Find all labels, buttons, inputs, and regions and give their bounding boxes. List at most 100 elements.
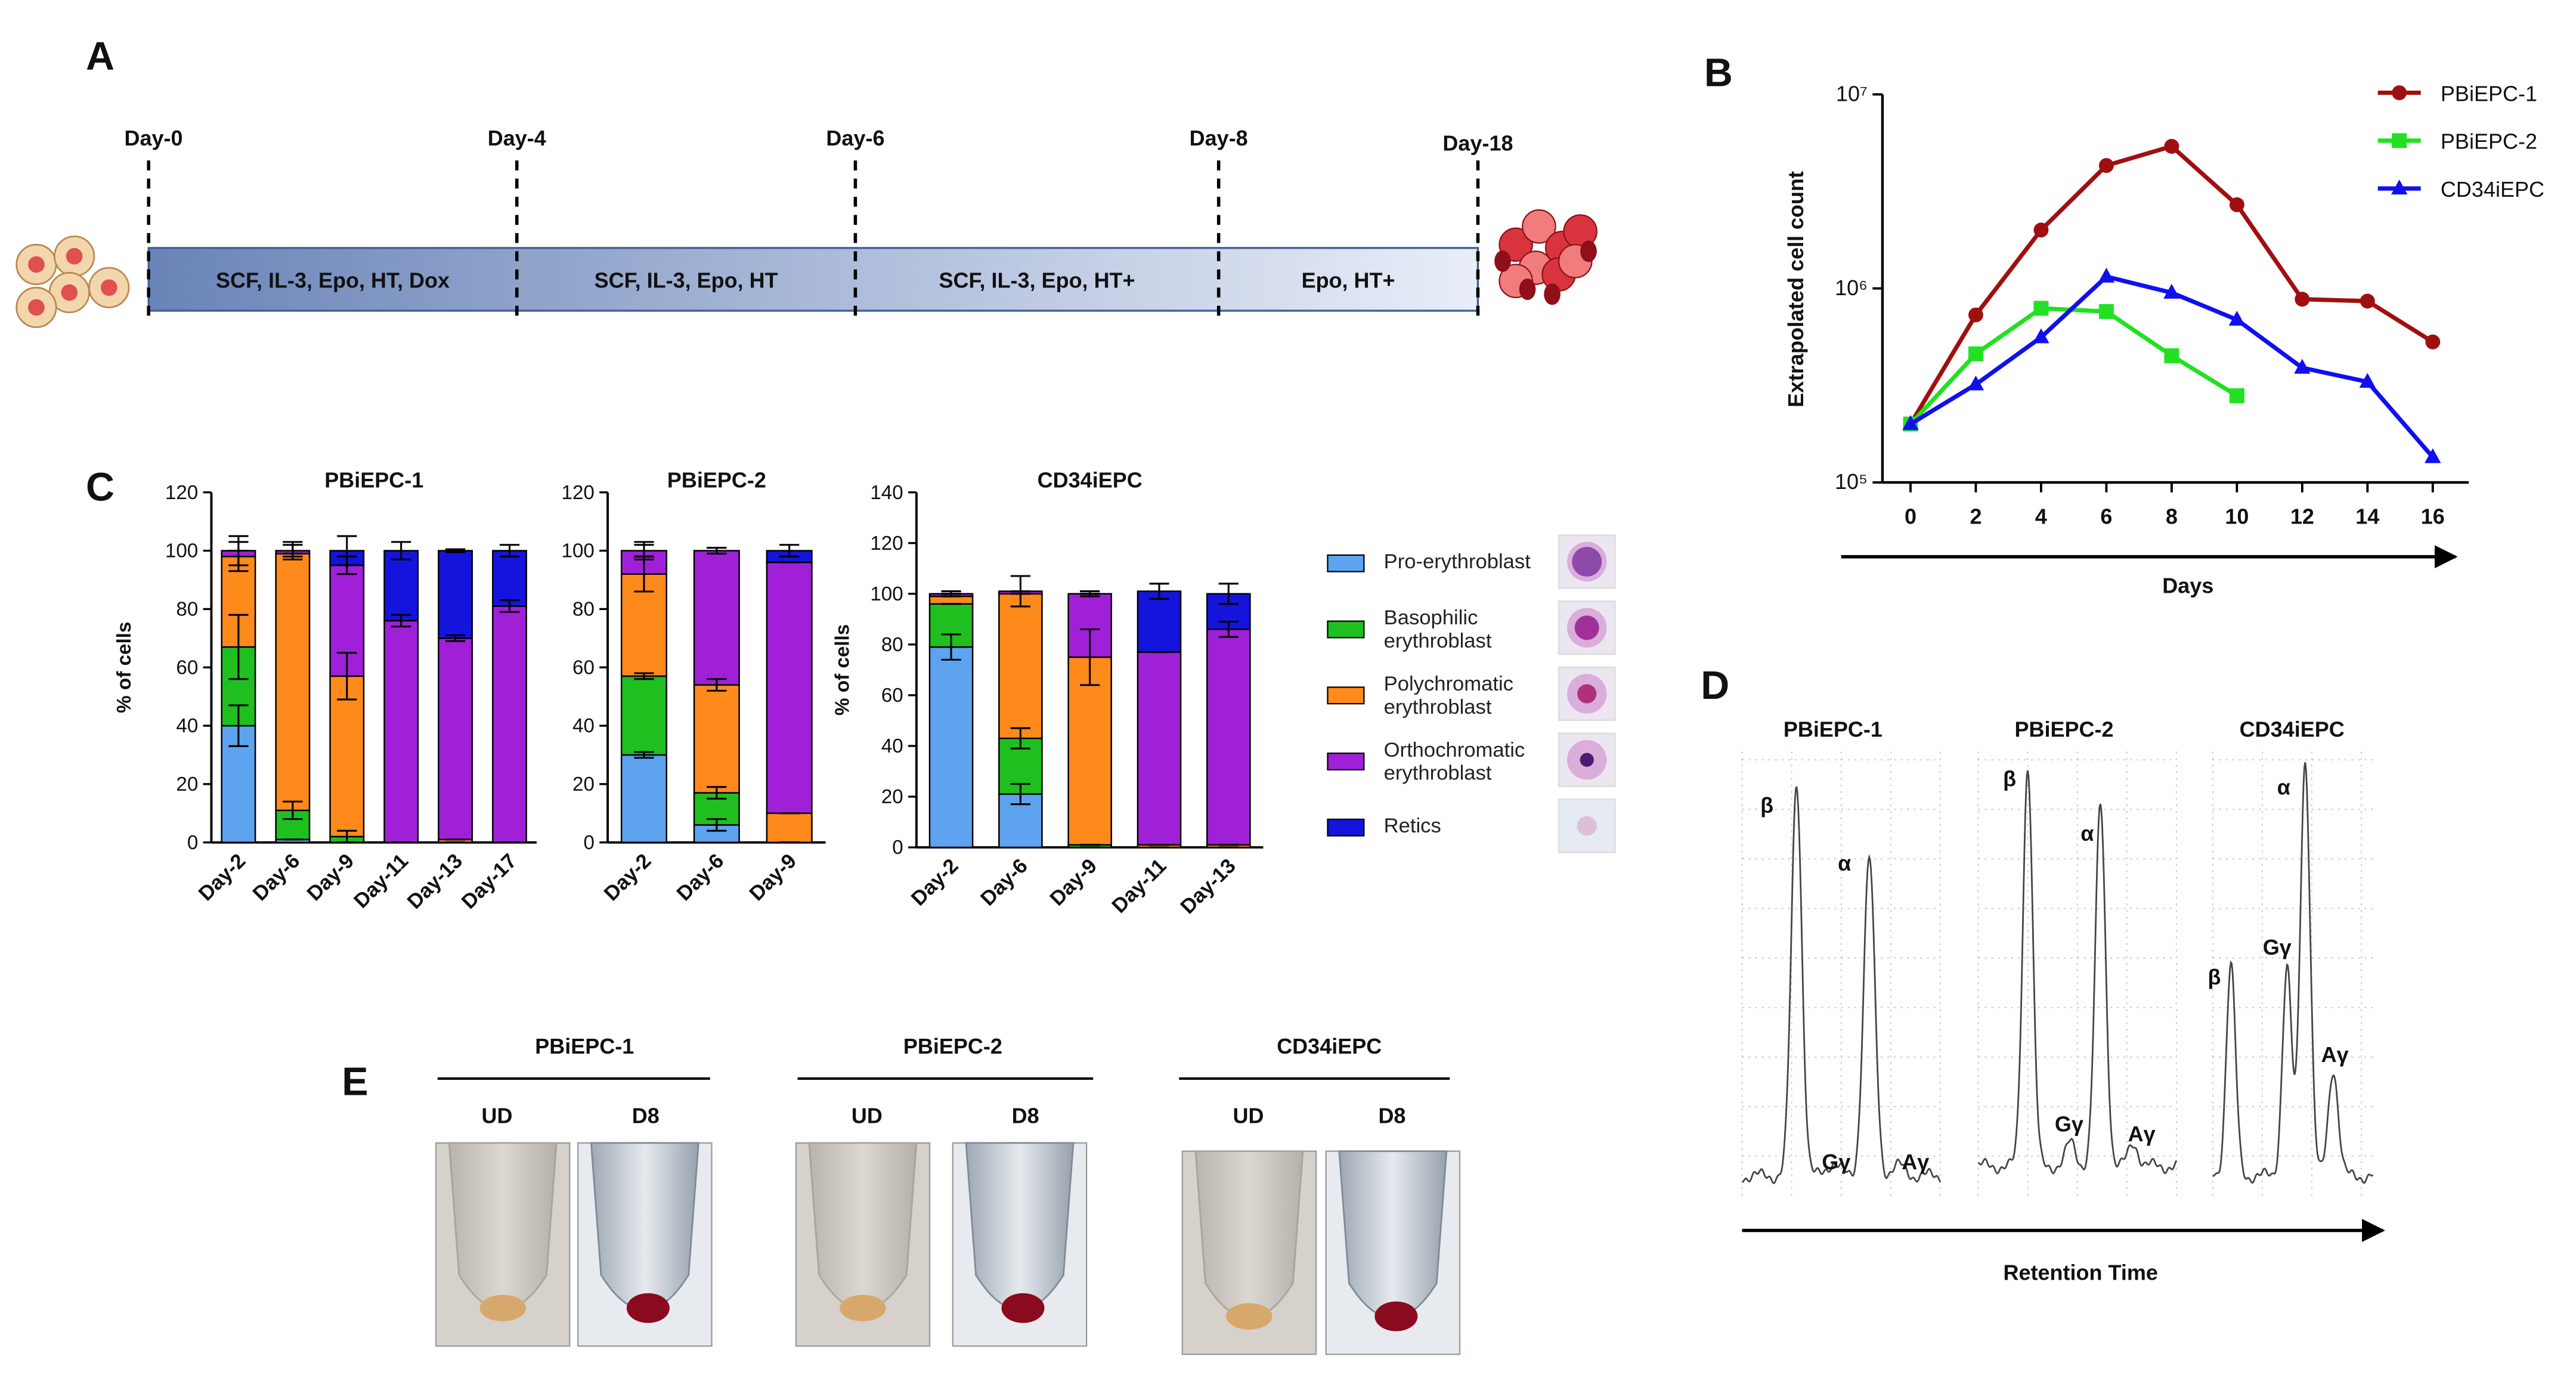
panel-label: A <box>86 35 114 79</box>
chromatogram-title: PBiEPC-1 <box>1784 717 1883 742</box>
y-axis-label: Extrapolated cell count <box>1784 171 1808 407</box>
point <box>1968 307 1983 323</box>
x-tick-label: Day-6 <box>976 854 1032 911</box>
x-tick-label: Day-9 <box>1046 854 1102 911</box>
error-bar <box>941 633 961 661</box>
day-label: Day-6 <box>826 126 884 150</box>
phase-label: SCF, IL-3, Epo, HT, Dox <box>216 268 450 292</box>
point <box>2229 197 2244 212</box>
x-axis-label: Days <box>2162 574 2213 598</box>
point <box>2294 358 2311 374</box>
y-tick-label: 0 <box>187 832 198 854</box>
point <box>2425 334 2441 349</box>
tube-label: D8 <box>632 1104 660 1128</box>
panel-label: B <box>1704 51 1733 95</box>
legend-label: Basophilic erythroblast <box>1383 606 1492 653</box>
rbc-icon <box>1580 240 1597 262</box>
y-tick-label: 10⁵ <box>1835 469 1868 494</box>
tube-body <box>1338 1150 1448 1319</box>
cell-image-nucleus <box>1580 753 1594 767</box>
pellet <box>1226 1303 1272 1330</box>
cell-nucleus <box>61 284 78 301</box>
y-tick-label: 120 <box>165 482 198 504</box>
phase-label: SCF, IL-3, Epo, HT <box>595 268 778 292</box>
y-tick-label: 40 <box>176 715 198 737</box>
x-tick-label: Day-17 <box>457 850 521 914</box>
bar-segment <box>492 605 527 844</box>
phase-label: Epo, HT+ <box>1302 268 1395 292</box>
cell-nucleus <box>100 279 117 296</box>
y-tick-label: 100 <box>870 583 903 605</box>
legend-swatch <box>1327 753 1365 771</box>
error-bar <box>634 672 654 680</box>
bar-segment <box>693 550 740 686</box>
bar-segment <box>438 637 473 841</box>
point <box>2033 222 2049 238</box>
pellet <box>626 1293 670 1323</box>
y-tick-label: 0 <box>583 832 594 854</box>
x-tick-label: 4 <box>2035 504 2047 528</box>
x-tick-label: 8 <box>2166 504 2178 528</box>
bar-segment <box>998 593 1043 739</box>
y-tick-label: 40 <box>572 715 595 737</box>
panel-label: D <box>1701 664 1729 708</box>
tube-label: D8 <box>1012 1104 1039 1128</box>
error-bar <box>499 599 520 613</box>
day-label: Day-4 <box>488 126 546 150</box>
tube-body <box>808 1142 918 1311</box>
tube-body <box>1194 1150 1304 1319</box>
legend-text-box: Orthochromatic erythroblast <box>1383 738 1525 785</box>
legend-swatch <box>1327 818 1365 837</box>
panel-label: C <box>86 466 114 510</box>
legend-marker <box>2392 133 2407 148</box>
point <box>2229 388 2244 404</box>
y-tick-label: 100 <box>165 540 198 562</box>
error-bar <box>391 541 411 561</box>
legend-text-box: Polychromatic erythroblast <box>1384 673 1513 719</box>
legend-marker <box>2391 179 2408 195</box>
error-bar <box>707 786 727 800</box>
cell-nucleus <box>28 256 45 273</box>
bar-segment <box>383 550 419 622</box>
point <box>2033 328 2049 343</box>
peak-label: α <box>2080 821 2094 846</box>
x-tick-label: 14 <box>2355 504 2379 528</box>
error-bar <box>337 535 357 566</box>
cell-image-nucleus <box>1574 615 1599 640</box>
x-tick-label: 6 <box>2100 504 2112 528</box>
legend-label: Orthochromatic erythroblast <box>1383 738 1525 785</box>
legend-label: Retics <box>1383 814 1441 838</box>
panel-label: E <box>342 1060 368 1104</box>
error-bar <box>391 614 411 628</box>
y-tick-label: 60 <box>176 657 198 679</box>
legend-text-box: Basophilic erythroblast <box>1383 606 1492 653</box>
bar-segment <box>620 675 668 756</box>
pellet <box>840 1295 886 1321</box>
x-tick-label: 10 <box>2225 504 2249 528</box>
x-tick-label: 0 <box>1905 504 1916 528</box>
chromatogram-trace <box>1742 786 1942 1184</box>
error-bar <box>1010 727 1030 750</box>
y-axis-label: % of cells <box>831 624 853 716</box>
y-tick-label: 80 <box>881 634 903 656</box>
legend-text-box: Pro-erythroblast <box>1383 550 1531 574</box>
error-bar <box>1010 783 1030 806</box>
legend-label: Pro-erythroblast <box>1383 550 1531 574</box>
chromatogram-trace <box>2212 762 2374 1184</box>
point <box>2295 292 2310 307</box>
chromatogram-title: CD34iEPC <box>2240 717 2345 742</box>
peak-label: β <box>2003 767 2016 791</box>
error-bar <box>634 541 654 561</box>
tube-label: UD <box>482 1104 513 1128</box>
legend-label: PBiEPC-1 <box>2441 81 2537 106</box>
peak-label: Gγ <box>2263 935 2292 959</box>
peak-label: Gγ <box>2055 1111 2083 1136</box>
error-bar <box>445 548 466 553</box>
x-tick-label: Day-6 <box>673 850 729 906</box>
error-bar <box>283 541 303 561</box>
y-tick-label: 80 <box>572 598 595 620</box>
rbc-icon <box>1519 278 1536 301</box>
peak-label: Gγ <box>1822 1150 1850 1174</box>
bar-segment <box>1137 651 1182 846</box>
